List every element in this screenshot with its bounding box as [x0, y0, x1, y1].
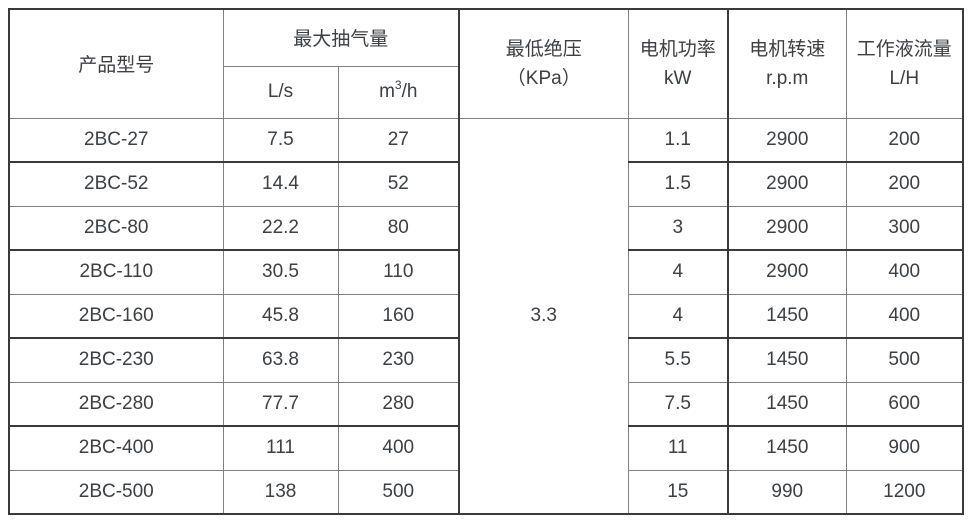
- cell-model: 2BC-27: [8, 117, 224, 163]
- cell-m3h: 500: [337, 469, 461, 515]
- cell-kw: 5.5: [627, 337, 730, 383]
- header-fluid-flow-line1: 工作液流量: [856, 38, 952, 60]
- header-max-pumping: 最大抽气量: [222, 8, 461, 67]
- cell-lh: 400: [845, 249, 964, 295]
- cell-lh: 400: [845, 293, 964, 339]
- cell-kw: 4: [627, 249, 730, 295]
- cell-model: 2BC-80: [8, 205, 224, 251]
- cell-kw: 1.5: [627, 161, 730, 207]
- header-min-pressure-line2: （KPa）: [506, 67, 581, 89]
- cell-model: 2BC-280: [8, 381, 224, 427]
- cell-lh: 600: [845, 381, 964, 427]
- header-motor-speed-line2: r.p.m: [766, 67, 809, 89]
- header-ls: L/s: [222, 65, 339, 119]
- cell-kw: 11: [627, 425, 730, 471]
- cell-kw: 4: [627, 293, 730, 339]
- cell-lh: 500: [845, 337, 964, 383]
- cell-model: 2BC-160: [8, 293, 224, 339]
- cell-kw: 1.1: [627, 117, 730, 163]
- cell-rpm: 2900: [727, 249, 847, 295]
- cell-rpm: 2900: [727, 117, 847, 163]
- table-row: 2BC-80 22.2 80 3 2900 300: [8, 205, 964, 251]
- cell-rpm: 2900: [727, 205, 847, 251]
- cell-ls: 14.4: [222, 161, 339, 207]
- cell-m3h: 52: [337, 161, 461, 207]
- cell-ls: 45.8: [222, 293, 339, 339]
- table-row: 2BC-400 111 400 11 1450 900: [8, 425, 964, 471]
- pump-spec-table: 产品型号 最大抽气量 最低绝压 （KPa） 电机功率 kW 电机转速 r.p.m…: [8, 8, 965, 515]
- cell-m3h: 160: [337, 293, 461, 339]
- cell-m3h: 280: [337, 381, 461, 427]
- cell-rpm: 1450: [727, 293, 847, 339]
- table-row: 2BC-500 138 500 15 990 1200: [8, 469, 964, 515]
- header-row-top: 产品型号 最大抽气量 最低绝压 （KPa） 电机功率 kW 电机转速 r.p.m…: [8, 8, 964, 119]
- cell-model: 2BC-52: [8, 161, 224, 207]
- cell-lh: 200: [845, 161, 964, 207]
- cell-lh: 200: [845, 117, 964, 163]
- header-min-pressure: 最低绝压 （KPa）: [458, 8, 629, 119]
- cell-model: 2BC-400: [8, 425, 224, 471]
- cell-m3h: 80: [337, 205, 461, 251]
- cell-ls: 77.7: [222, 381, 339, 427]
- cell-kw: 15: [627, 469, 730, 515]
- header-motor-power-line2: kW: [664, 67, 692, 89]
- cell-ls: 30.5: [222, 249, 339, 295]
- cell-rpm: 1450: [727, 425, 847, 471]
- table-row: 2BC-160 45.8 160 4 1450 400: [8, 293, 964, 339]
- table-row: 2BC-27 7.5 27 3.3 1.1 2900 200: [8, 117, 964, 515]
- cell-rpm: 1450: [727, 381, 847, 427]
- header-motor-speed: 电机转速 r.p.m: [727, 8, 847, 119]
- header-motor-power-line1: 电机功率: [639, 38, 716, 60]
- cell-model: 2BC-500: [8, 469, 224, 515]
- cell-rpm: 1450: [727, 337, 847, 383]
- cell-m3h: 110: [337, 249, 461, 295]
- cell-lh: 1200: [845, 469, 964, 515]
- cell-kw: 7.5: [627, 381, 730, 427]
- cell-rpm: 2900: [727, 161, 847, 207]
- cell-ls: 22.2: [222, 205, 339, 251]
- header-row-bottom: L/s m3/h: [9, 65, 963, 119]
- cell-rpm: 990: [727, 469, 847, 515]
- cell-lh: 900: [845, 425, 964, 471]
- header-product-model: 产品型号: [8, 8, 224, 119]
- header-motor-power: 电机功率 kW: [627, 8, 730, 119]
- cell-model: 2BC-230: [8, 337, 224, 383]
- cell-ls: 138: [222, 469, 339, 515]
- cell-ls: 111: [222, 425, 339, 471]
- header-motor-speed-line1: 电机转速: [749, 38, 826, 60]
- header-fluid-flow-line2: L/H: [889, 67, 920, 89]
- cell-ls: 63.8: [222, 337, 339, 383]
- header-m3h: m3/h: [337, 65, 461, 119]
- header-min-pressure-line1: 最低绝压: [505, 38, 582, 60]
- table-row: 2BC-230 63.8 230 5.5 1450 500: [8, 337, 964, 383]
- cell-model: 2BC-110: [8, 249, 224, 295]
- cell-ls: 7.5: [222, 117, 339, 163]
- table-row: 2BC-110 30.5 110 4 2900 400: [8, 249, 964, 295]
- cell-lh: 300: [845, 205, 964, 251]
- header-fluid-flow: 工作液流量 L/H: [845, 8, 964, 119]
- cell-kw: 3: [627, 205, 730, 251]
- cell-min-pressure: 3.3: [458, 117, 629, 515]
- cell-m3h: 230: [337, 337, 461, 383]
- cell-m3h: 27: [337, 117, 461, 163]
- cell-m3h: 400: [337, 425, 461, 471]
